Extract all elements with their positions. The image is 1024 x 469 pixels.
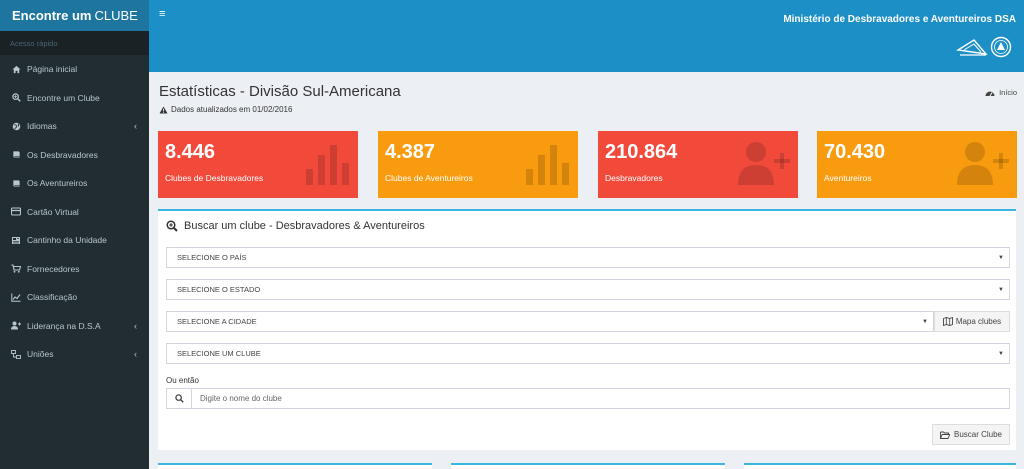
stat-value: 210.864 — [605, 141, 678, 163]
warning-icon — [159, 105, 168, 114]
search-club-label: Buscar Clube — [953, 430, 1003, 439]
line-chart-icon — [11, 292, 21, 302]
stat-label: Clubes de Aventureiros — [385, 173, 473, 183]
sidebar: Acesso rápido Página inicial Encontre um… — [0, 31, 149, 469]
club-name-input[interactable] — [192, 389, 1009, 408]
stat-value: 8.446 — [165, 141, 216, 163]
bar-chart-icon — [306, 145, 349, 185]
brand-part1: Encontre um — [12, 8, 92, 23]
sidebar-item-label: Página inicial — [27, 64, 78, 75]
or-label: Ou então — [166, 376, 199, 385]
sidebar-header: Acesso rápido — [0, 31, 149, 55]
state-select-value: SELECIONE O ESTADO — [177, 285, 261, 294]
sidebar-item-label: Classificação — [27, 292, 78, 303]
breadcrumb[interactable]: Início — [985, 88, 1017, 97]
sidebar-item-label: Fornecedores — [27, 263, 80, 274]
sidebar-item-label: Idiomas — [27, 121, 57, 132]
club-select-value: SELECIONE UM CLUBE — [177, 349, 261, 358]
search-panel-title-text: Buscar um clube - Desbravadores & Aventu… — [184, 220, 425, 232]
state-select[interactable]: SELECIONE O ESTADO ▼ — [166, 279, 1010, 300]
sidebar-item-label: Liderança na D.S.A — [27, 320, 101, 331]
page-title: Estatísticas - Divisão Sul-Americana — [159, 83, 401, 100]
search-panel-title: Buscar um clube - Desbravadores & Aventu… — [166, 220, 425, 232]
card-icon — [11, 207, 21, 217]
club-name-field — [166, 388, 1010, 409]
main-content: Estatísticas - Divisão Sul-Americana Dad… — [149, 72, 1024, 469]
chevron-left-icon: ‹ — [134, 121, 137, 132]
search-club-button[interactable]: Buscar Clube — [932, 424, 1010, 445]
map-icon — [942, 317, 953, 326]
panel-stub-3 — [744, 463, 1016, 469]
dashboard-icon — [985, 91, 995, 96]
sidebar-item-label: Os Desbravadores — [27, 149, 98, 160]
sidebar-item-label: Cartão Virtual — [27, 206, 79, 217]
country-select-value: SELECIONE O PAÍS — [177, 253, 247, 262]
search-plus-icon — [166, 220, 178, 232]
cart-icon — [11, 264, 21, 274]
folder-open-icon — [940, 431, 950, 439]
sidebar-item-cartao-virtual[interactable]: Cartão Virtual — [0, 198, 149, 227]
stat-label: Aventureiros — [824, 173, 872, 183]
menu-toggle-icon[interactable]: ≡ — [159, 8, 166, 20]
ministry-logo — [956, 36, 1012, 58]
club-select[interactable]: SELECIONE UM CLUBE ▼ — [166, 343, 1010, 364]
search-icon — [167, 389, 192, 408]
update-note: Dados atualizados em 01/02/2016 — [159, 105, 292, 114]
sidebar-item-label: Os Aventureiros — [27, 178, 88, 189]
country-select[interactable]: SELECIONE O PAÍS ▼ — [166, 247, 1010, 268]
stat-value: 70.430 — [824, 141, 886, 163]
stat-label: Desbravadores — [605, 173, 663, 183]
brand-part2: CLUBE — [94, 8, 138, 23]
user-plus-icon — [11, 321, 21, 331]
club-map-label: Mapa clubes — [955, 317, 1002, 326]
sidebar-item-fornecedores[interactable]: Fornecedores — [0, 255, 149, 284]
user-plus-icon — [957, 142, 1009, 185]
search-club-panel: Buscar um clube - Desbravadores & Aventu… — [158, 209, 1016, 450]
update-note-text: Dados atualizados em 01/02/2016 — [171, 105, 293, 114]
ministry-title: Ministério de Desbravadores e Aventureir… — [783, 14, 1016, 25]
stat-label: Clubes de Desbravadores — [165, 173, 264, 183]
club-map-button[interactable]: Mapa clubes — [934, 311, 1010, 332]
sidebar-item-classificacao[interactable]: Classificação — [0, 283, 149, 312]
globe-icon — [11, 121, 21, 131]
dropdown-arrow-icon: ▼ — [998, 254, 1004, 261]
sidebar-item-label: Encontre um Clube — [27, 92, 100, 103]
sidebar-item-label: Cantinho da Unidade — [27, 235, 107, 246]
city-select-value: SELECIONE A CIDADE — [177, 317, 257, 326]
dropdown-arrow-icon: ▼ — [922, 318, 928, 325]
city-select[interactable]: SELECIONE A CIDADE ▼ — [166, 311, 934, 332]
sidebar-item-cantinho-da-unidade[interactable]: Cantinho da Unidade — [0, 226, 149, 255]
top-navbar: ≡ Ministério de Desbravadores e Aventure… — [149, 0, 1024, 72]
sidebar-item-os-aventureiros[interactable]: Os Aventureiros — [0, 169, 149, 198]
chevron-left-icon: ‹ — [134, 320, 137, 331]
sitemap-icon — [11, 349, 21, 359]
panel-stub-2 — [451, 463, 725, 469]
search-plus-icon — [11, 93, 21, 103]
stat-box-desbravadores: 210.864 Desbravadores — [598, 131, 798, 198]
book-icon — [11, 178, 21, 188]
dropdown-arrow-icon: ▼ — [998, 350, 1004, 357]
panel-stub-1 — [158, 463, 432, 469]
stat-box-clubes-aventureiros: 4.387 Clubes de Aventureiros — [378, 131, 578, 198]
brand-logo[interactable]: Encontre um CLUBE — [0, 0, 149, 31]
sidebar-item-unioes[interactable]: Uniões ‹ — [0, 340, 149, 369]
sidebar-item-encontre-um-clube[interactable]: Encontre um Clube — [0, 84, 149, 113]
breadcrumb-home[interactable]: Início — [999, 88, 1017, 97]
stat-box-clubes-desbravadores: 8.446 Clubes de Desbravadores — [158, 131, 358, 198]
sidebar-item-label: Uniões — [27, 349, 54, 360]
sidebar-item-idiomas[interactable]: Idiomas ‹ — [0, 112, 149, 141]
stat-value: 4.387 — [385, 141, 436, 163]
chevron-left-icon: ‹ — [134, 349, 137, 360]
stat-box-aventureiros: 70.430 Aventureiros — [817, 131, 1017, 198]
home-icon — [11, 64, 21, 74]
user-plus-icon — [738, 142, 790, 185]
newspaper-icon — [11, 235, 21, 245]
dropdown-arrow-icon: ▼ — [998, 286, 1004, 293]
sidebar-item-os-desbravadores[interactable]: Os Desbravadores — [0, 141, 149, 170]
bar-chart-icon — [526, 145, 569, 185]
sidebar-item-pagina-inicial[interactable]: Página inicial — [0, 55, 149, 84]
sidebar-item-lideranca[interactable]: Liderança na D.S.A ‹ — [0, 312, 149, 341]
book-icon — [11, 150, 21, 160]
